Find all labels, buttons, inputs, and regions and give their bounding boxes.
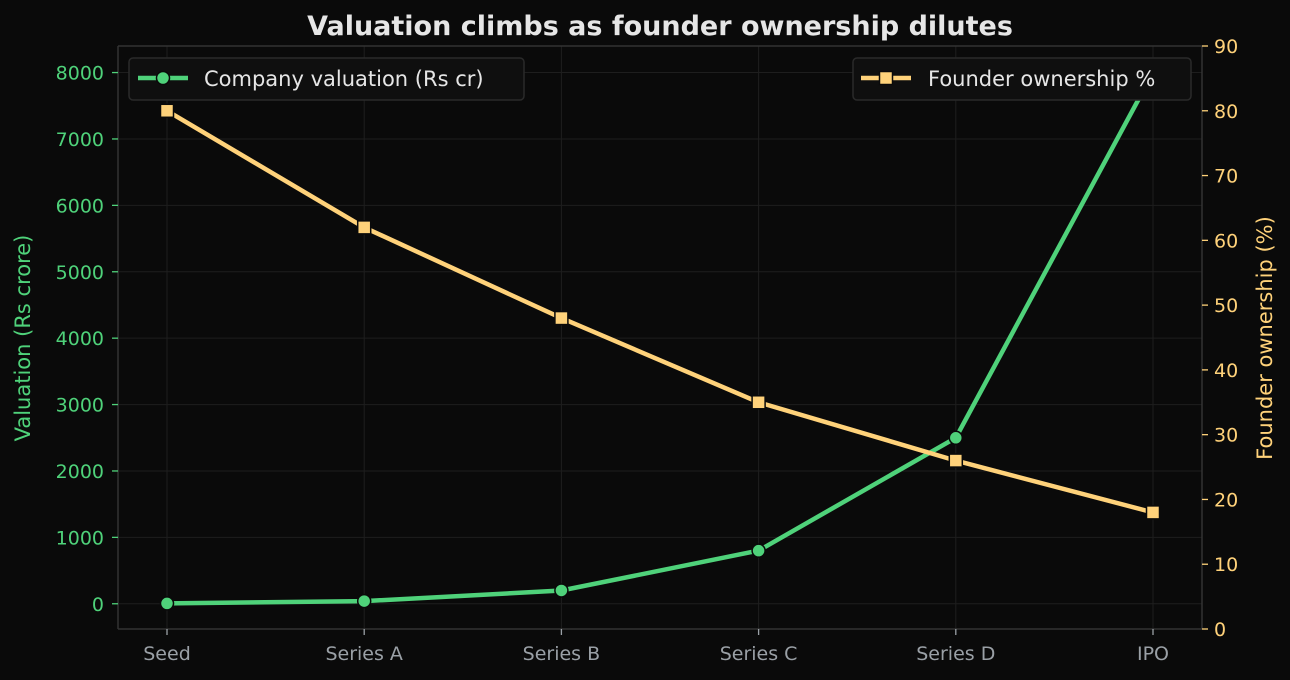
x-tick-label: Series C bbox=[720, 643, 798, 665]
y-left-tick-label: 7000 bbox=[56, 129, 104, 151]
legend-ownership-box bbox=[852, 57, 1192, 101]
data-point-square bbox=[751, 395, 766, 410]
legend-valuation: Company valuation (Rs cr) bbox=[128, 57, 525, 101]
data-point-circle bbox=[356, 593, 372, 609]
axis-spines bbox=[117, 45, 1203, 630]
y-right-tick-label: 50 bbox=[1214, 295, 1238, 317]
data-point-circle bbox=[751, 543, 766, 558]
x-tick-label: Series D bbox=[916, 643, 995, 665]
y-axis-left-label: Valuation (Rs crore) bbox=[11, 235, 35, 442]
y-right-tick-label: 0 bbox=[1214, 619, 1226, 641]
chart-title: Valuation climbs as founder ownership di… bbox=[307, 11, 1013, 42]
y-axis-right-label: Founder ownership (%) bbox=[1253, 216, 1277, 460]
x-tick-label: Series A bbox=[325, 643, 402, 665]
data-point-square bbox=[356, 220, 372, 235]
y-left-tick-label: 5000 bbox=[56, 262, 104, 284]
y-right-tick-label: 30 bbox=[1214, 425, 1238, 447]
y-left-tick-label: 0 bbox=[92, 594, 104, 616]
data-point-circle bbox=[948, 430, 964, 446]
y-right-tick-label: 20 bbox=[1214, 489, 1238, 511]
legend-valuation-marker bbox=[155, 70, 171, 86]
y-right-tick-label: 10 bbox=[1214, 554, 1238, 576]
y-right-tick-label: 80 bbox=[1214, 101, 1238, 123]
y-right-tick-label: 40 bbox=[1214, 360, 1238, 382]
legend-valuation-box bbox=[128, 57, 525, 101]
data-point-square bbox=[1145, 505, 1161, 520]
series-line bbox=[164, 70, 1156, 606]
y-left-tick-label: 3000 bbox=[56, 395, 104, 417]
y-left-tick-label: 1000 bbox=[56, 527, 104, 549]
y-left-tick-label: 2000 bbox=[56, 461, 104, 483]
y-right-tick-label: 70 bbox=[1214, 166, 1238, 188]
legend-ownership-label: Founder ownership % bbox=[928, 67, 1155, 91]
y-left-tick-label: 4000 bbox=[56, 328, 104, 350]
axis-ticks: 0 1000 2000 3000 4000 5000 6000 7000 8000 0 10 20 30… bbox=[56, 36, 1239, 665]
data-point-square bbox=[554, 310, 569, 326]
legend-valuation-label: Company valuation (Rs cr) bbox=[204, 67, 484, 91]
data-point-circle bbox=[159, 596, 175, 611]
x-tick-label: Seed bbox=[143, 643, 191, 665]
series-founder-ownership bbox=[159, 103, 1161, 520]
x-tick-label: IPO bbox=[1137, 643, 1169, 665]
y-left-tick-label: 6000 bbox=[56, 195, 104, 217]
data-point-square bbox=[159, 103, 175, 119]
y-right-tick-label: 60 bbox=[1214, 230, 1238, 252]
legend-ownership: Founder ownership % bbox=[852, 57, 1192, 101]
x-tick-label: Series B bbox=[523, 643, 601, 665]
y-right-tick-label: 90 bbox=[1214, 36, 1238, 58]
data-point-circle bbox=[554, 583, 569, 598]
series-line bbox=[164, 108, 1156, 515]
plot-area bbox=[118, 46, 1202, 629]
y-left-tick-label: 8000 bbox=[56, 63, 104, 85]
legend-ownership-marker bbox=[878, 70, 894, 86]
data-point-square bbox=[948, 453, 964, 468]
